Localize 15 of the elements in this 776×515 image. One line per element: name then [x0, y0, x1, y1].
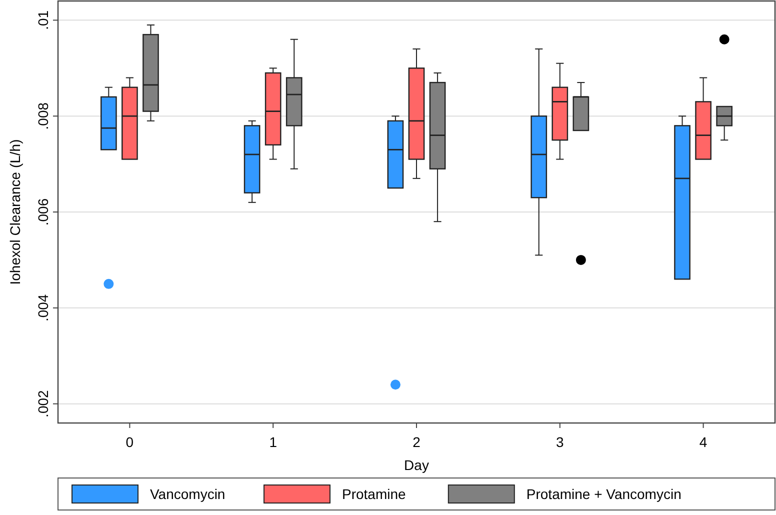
- x-tick-label: 3: [556, 434, 564, 450]
- y-tick-label: .01: [35, 10, 51, 30]
- legend-label: Protamine + Vancomycin: [526, 486, 682, 502]
- x-tick-label: 4: [699, 434, 708, 450]
- legend-label: Vancomycin: [150, 486, 226, 502]
- x-tick-label: 2: [412, 434, 421, 450]
- y-tick-label: .006: [35, 198, 51, 226]
- x-tick-label: 0: [126, 434, 134, 450]
- y-tick-label: .004: [35, 294, 51, 322]
- x-tick-label: 1: [269, 434, 278, 450]
- x-axis-title: Day: [404, 457, 429, 473]
- y-axis-title: Iohexol Clearance (L/h): [7, 139, 23, 285]
- legend-label: Protamine: [342, 486, 406, 502]
- y-tick-label: .002: [35, 390, 51, 418]
- y-tick-label: .008: [35, 102, 51, 130]
